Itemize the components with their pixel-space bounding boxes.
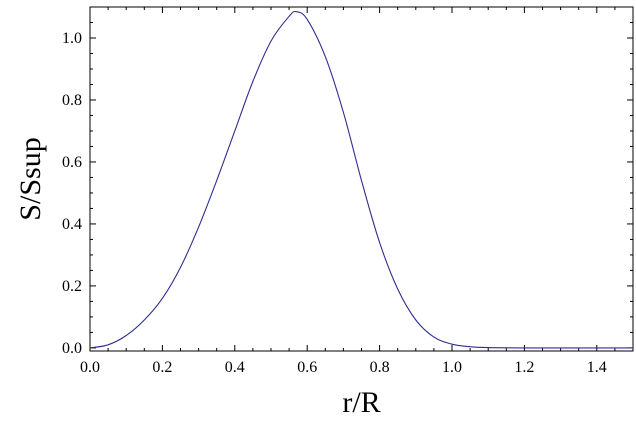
x-tick-label: 1.2: [514, 359, 534, 376]
y-axis-ticks: 0.0 0.2 0.4 0.6 0.8 1.0: [62, 21, 633, 357]
y-tick-label: 0.4: [62, 216, 82, 233]
y-tick-label: 0.8: [62, 92, 82, 109]
x-tick-label: 1.4: [587, 359, 607, 376]
y-tick-label: 0.2: [62, 278, 82, 295]
y-tick-label: 1.0: [62, 30, 82, 47]
y-tick-label: 0.6: [62, 154, 82, 171]
x-tick-label: 0.0: [80, 359, 100, 376]
x-tick-label: 0.4: [225, 359, 245, 376]
series-group: [89, 10, 633, 349]
series-line: [89, 10, 633, 349]
y-axis-label: S/Ssup: [14, 137, 47, 220]
x-tick-label: 0.2: [152, 359, 172, 376]
y-tick-label: 0.0: [62, 340, 82, 357]
x-tick-label: 0.8: [370, 359, 390, 376]
x-axis-ticks: 0.0 0.2 0.4 0.6 0.8 1.0 1.2 1.4: [80, 7, 616, 376]
x-tick-label: 0.6: [297, 359, 317, 376]
x-axis-label: r/R: [342, 386, 380, 419]
x-tick-label: 1.0: [442, 359, 462, 376]
